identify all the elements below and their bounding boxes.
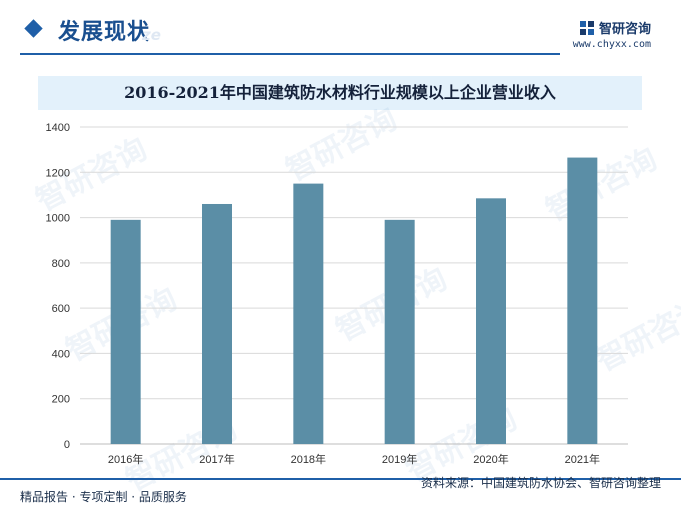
footer-tagline: 精品报告 · 专项定制 · 品质服务 xyxy=(20,490,187,504)
brand-logo-icon xyxy=(579,20,594,35)
page-header: 发展现状 ze 智研咨询 www.chyxx.com xyxy=(0,0,681,62)
x-tick-label: 2019年 xyxy=(382,452,417,466)
footer-divider xyxy=(0,478,681,480)
y-tick-label: 1200 xyxy=(46,167,70,179)
x-tick-label: 2020年 xyxy=(473,452,508,466)
bar-2020年 xyxy=(476,198,506,444)
bar-2017年 xyxy=(202,203,232,444)
section-title: 发展现状 xyxy=(58,20,151,45)
y-tick-label: 200 xyxy=(52,394,70,406)
brand-url: www.chyxx.com xyxy=(572,39,651,50)
bar-2019年 xyxy=(384,219,415,444)
chart-title-band: 2016-2021年中国建筑防水材料行业规模以上企业营业收入 xyxy=(38,76,642,110)
x-tick-label: 2016年 xyxy=(108,452,143,466)
section-watermark-text: ze xyxy=(142,26,161,44)
brand-name: 智研咨询 xyxy=(598,22,651,37)
bar-2021年 xyxy=(567,157,598,444)
bar-2016年 xyxy=(110,219,141,444)
brand-block: 智研咨询 www.chyxx.com xyxy=(573,18,651,50)
chart-title: 2016-2021年中国建筑防水材料行业规模以上企业营业收入 xyxy=(124,83,556,102)
x-tick-label: 2018年 xyxy=(291,452,326,466)
y-tick-label: 1000 xyxy=(46,213,70,225)
x-tick-label: 2021年 xyxy=(565,452,600,466)
y-tick-label: 400 xyxy=(52,348,70,360)
footer-source: 资料来源：中国建筑防水协会、智研咨询整理 xyxy=(420,476,661,490)
bar-2018年 xyxy=(293,183,324,444)
y-tick-label: 600 xyxy=(52,303,70,315)
bar-chart: 0 200 400 600 800 1000 1200 1400 2016年 2017年 2018年… xyxy=(46,122,628,466)
y-tick-label: 800 xyxy=(52,258,70,270)
y-tick-label: 1400 xyxy=(46,122,70,134)
y-tick-label: 0 xyxy=(64,439,70,451)
x-tick-label: 2017年 xyxy=(199,452,234,466)
header-divider xyxy=(20,53,560,55)
